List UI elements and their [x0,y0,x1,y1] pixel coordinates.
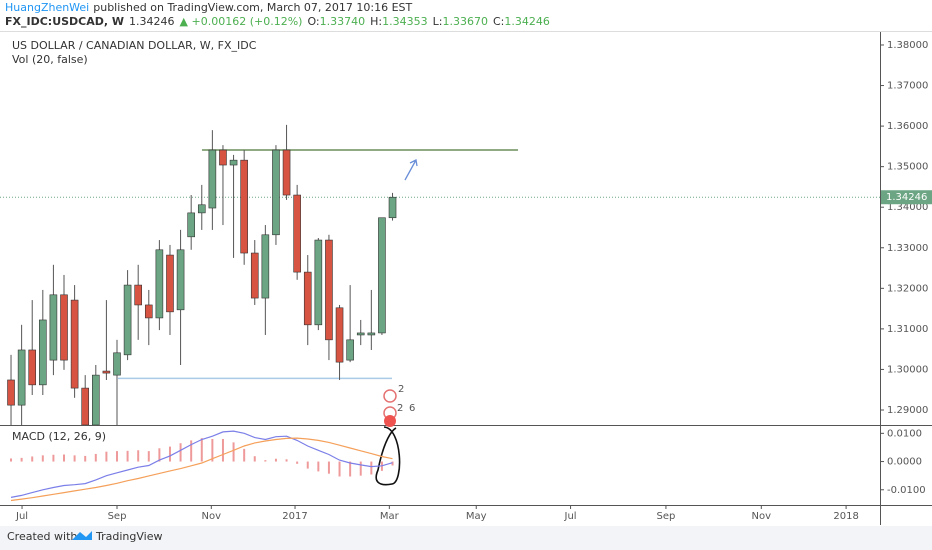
ohlc-label: L: [433,15,443,28]
candle-body [102,370,111,374]
candle-body [91,374,100,425]
candle-body [240,159,248,254]
indicator-label: Vol (20, false) [12,53,88,66]
symbol-line: FX_IDC:USDCAD, W 1.34246 ▲ +0.00162 (+0.12… [5,15,550,28]
y-tick-label: 1.30000 [887,364,928,375]
x-tick-label: Sep [108,511,127,522]
ohlc-label: O: [307,15,319,28]
candle-body [261,234,270,299]
candle-body [187,212,195,238]
event-count: 2 [398,384,404,395]
published: published on TradingView.com, March 07, … [93,1,412,14]
candle-body [197,204,206,214]
x-tick-label: 2018 [833,511,858,522]
candle-body [166,254,174,313]
y-tick-label: 1.38000 [887,40,928,51]
candle-body [282,149,291,196]
macd-line [10,437,393,502]
candle-body [208,149,217,209]
y-tick-label: 1.31000 [887,324,928,335]
candle-body [314,239,323,326]
header-line: HuangZhenWei published on TradingView.com… [5,1,413,14]
macd-label: MACD (12, 26, 9) [12,430,106,443]
x-tick-label: May [466,511,487,522]
y-tick-label: -0.0100 [887,485,926,496]
flag-ca[interactable] [383,389,397,403]
candle-body [356,332,365,336]
x-tick-label: 2017 [282,511,307,522]
candle-body [49,294,58,361]
logo [72,531,92,540]
change: ▲ +0.00162 (+0.12%) [180,15,303,28]
y-tick-label: 1.33000 [887,243,928,254]
macd-line [10,430,393,498]
candle-body [123,284,132,356]
y-tick-label: 1.35000 [887,162,928,173]
ohlc-value: 1.34246 [504,15,550,28]
candle-body [346,339,354,361]
last-price: 1.34246 [129,15,175,28]
candle-body [39,319,47,386]
circle-drawing [375,426,401,486]
candle-body [17,349,26,406]
footer-text: Created with [7,530,77,543]
y-tick-label: 0.0100 [887,428,922,439]
candle-body [113,352,121,376]
macd-pane [10,430,394,502]
event-count: 2 [397,403,403,414]
candle-body [60,294,68,361]
candle-body [378,217,386,334]
candle-body [81,387,90,425]
candle-body [7,379,15,406]
x-tick-label: Nov [202,511,222,522]
ohlc-label: C: [493,15,504,28]
candle-body [335,307,344,363]
event-count: 6 [409,403,415,414]
flag-us-2[interactable] [384,415,396,427]
candle-body [250,252,259,299]
chart-title: US DOLLAR / CANADIAN DOLLAR, W, FX_IDC [12,39,257,52]
candle-body [367,332,376,336]
candle-body [219,149,227,166]
x-tick-label: Mar [380,511,400,522]
candle-body [28,349,37,386]
candle-body [388,196,397,219]
author[interactable]: HuangZhenWei [5,1,89,14]
ohlc-value: 1.33670 [442,15,488,28]
footer-brand[interactable]: TradingView [95,530,162,543]
candle-body [272,149,280,236]
arrow-drawing [404,159,418,181]
footer-bar [0,526,932,550]
candle-body [303,271,312,326]
x-tick-label: Jul [15,511,28,522]
symbol: FX_IDC:USDCAD, W [5,15,124,28]
candle-body [134,284,142,306]
candle-body [176,249,185,311]
price-pane [0,124,880,425]
candle-body [229,159,238,166]
y-tick-label: 1.37000 [887,81,928,92]
y-tick-label: 0.0000 [887,457,922,468]
ohlc-label: H: [370,15,382,28]
y-tick-label: 1.32000 [887,283,928,294]
candle-body [155,249,164,319]
y-tick-label: 1.29000 [887,405,928,416]
x-tick-label: Sep [657,511,676,522]
price-label: 1.34246 [886,192,927,203]
price-label-box [881,190,932,205]
candle-body [325,239,333,341]
ohlc-value: 1.34353 [382,15,428,28]
x-tick-label: Jul [564,511,577,522]
y-tick-label: 1.34000 [887,202,928,213]
candle-body [144,304,153,319]
ohlc-value: 1.33740 [320,15,366,28]
x-tick-label: Nov [752,511,772,522]
candle-body [293,194,301,273]
y-tick-label: 1.36000 [887,121,928,132]
candle-body [70,299,79,389]
